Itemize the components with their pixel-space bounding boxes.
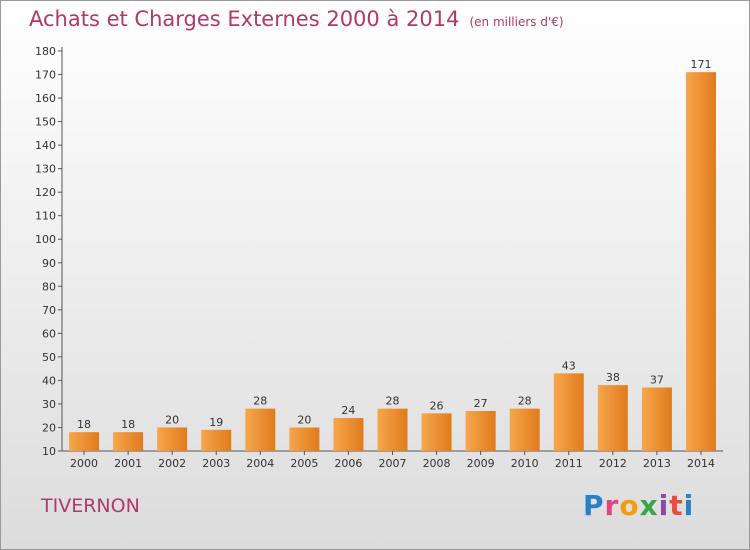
y-tick-label: 60 bbox=[42, 327, 56, 340]
y-tick-label: 110 bbox=[35, 210, 56, 223]
x-tick-label-2001: 2001 bbox=[114, 457, 142, 470]
x-tick-label-2008: 2008 bbox=[423, 457, 451, 470]
y-tick-label: 50 bbox=[42, 351, 56, 364]
chart-title-text: Achats et Charges Externes 2000 à 2014 bbox=[29, 7, 460, 31]
logo-letter: i bbox=[658, 489, 670, 522]
bar-2010 bbox=[509, 408, 540, 451]
bar-2003 bbox=[201, 429, 232, 451]
data-label-2010: 28 bbox=[518, 395, 532, 408]
data-label-2013: 37 bbox=[650, 373, 664, 386]
y-tick-label: 10 bbox=[42, 445, 56, 458]
bar-2006 bbox=[333, 418, 364, 451]
bar-2007 bbox=[377, 408, 408, 451]
y-tick-label: 140 bbox=[35, 139, 56, 152]
y-tick-label: 170 bbox=[35, 69, 56, 82]
x-tick-label-2003: 2003 bbox=[202, 457, 230, 470]
x-tick-label-2005: 2005 bbox=[290, 457, 318, 470]
bar-2000 bbox=[69, 432, 100, 451]
bar-2013 bbox=[641, 387, 672, 451]
logo-letter: t bbox=[669, 489, 684, 522]
y-tick-label: 20 bbox=[42, 421, 56, 434]
x-tick-label-2006: 2006 bbox=[334, 457, 362, 470]
chart-bars: 18 18 20 19 28 20 24 28 26 27 28 43 38 37 171 bbox=[69, 58, 716, 452]
data-label-2007: 28 bbox=[386, 395, 400, 408]
chart-axes: 10 20 30 40 50 60 70 80 90 100 110 120 130 140 150 160 1… bbox=[35, 45, 723, 470]
data-label-2012: 38 bbox=[606, 371, 620, 384]
bar-2001 bbox=[113, 432, 144, 451]
bar-2008 bbox=[421, 413, 452, 451]
chart-title: Achats et Charges Externes 2000 à 2014 (e… bbox=[29, 7, 564, 31]
data-label-2004: 28 bbox=[253, 395, 267, 408]
data-label-2006: 24 bbox=[341, 404, 355, 417]
city-name: TIVERNON bbox=[41, 495, 140, 517]
y-tick-label: 130 bbox=[35, 163, 56, 176]
bar-2014 bbox=[685, 72, 716, 452]
x-tick-label-2000: 2000 bbox=[70, 457, 98, 470]
x-tick-label-2010: 2010 bbox=[511, 457, 539, 470]
bar-2011 bbox=[553, 373, 584, 451]
y-tick-label: 80 bbox=[42, 280, 56, 293]
data-label-2005: 20 bbox=[297, 413, 311, 426]
logo-letter: P bbox=[583, 489, 605, 522]
x-tick-label-2002: 2002 bbox=[158, 457, 186, 470]
x-tick-label-2014: 2014 bbox=[687, 457, 715, 470]
bar-2002 bbox=[157, 427, 188, 451]
y-tick-label: 30 bbox=[42, 398, 56, 411]
x-tick-label-2013: 2013 bbox=[643, 457, 671, 470]
bar-2009 bbox=[465, 411, 496, 451]
x-tick-label-2011: 2011 bbox=[555, 457, 583, 470]
logo-letter: i bbox=[683, 489, 695, 522]
chart-unit: (en milliers d'€) bbox=[469, 15, 564, 29]
logo-letter: o bbox=[619, 489, 640, 522]
y-tick-label: 160 bbox=[35, 92, 56, 105]
data-label-2000: 18 bbox=[77, 418, 91, 431]
y-tick-label: 40 bbox=[42, 374, 56, 387]
data-label-2003: 19 bbox=[209, 416, 223, 429]
y-tick-label: 180 bbox=[35, 45, 56, 58]
x-tick-label-2012: 2012 bbox=[599, 457, 627, 470]
y-tick-label: 100 bbox=[35, 233, 56, 246]
bar-2004 bbox=[245, 408, 276, 451]
data-label-2001: 18 bbox=[121, 418, 135, 431]
bar-2012 bbox=[597, 385, 628, 451]
x-tick-label-2007: 2007 bbox=[379, 457, 407, 470]
bar-2005 bbox=[289, 427, 320, 451]
data-label-2008: 26 bbox=[430, 399, 444, 412]
y-tick-label: 90 bbox=[42, 257, 56, 270]
logo-letter: x bbox=[639, 489, 659, 522]
y-tick-label: 120 bbox=[35, 186, 56, 199]
y-tick-label: 70 bbox=[42, 304, 56, 317]
data-label-2002: 20 bbox=[165, 413, 179, 426]
x-tick-label-2009: 2009 bbox=[467, 457, 495, 470]
data-label-2014: 171 bbox=[690, 58, 711, 71]
proxiti-logo[interactable]: Proxiti bbox=[583, 489, 694, 522]
logo-letter: r bbox=[604, 489, 620, 522]
data-label-2011: 43 bbox=[562, 359, 576, 372]
x-tick-label-2004: 2004 bbox=[246, 457, 274, 470]
data-label-2009: 27 bbox=[474, 397, 488, 410]
y-tick-label: 150 bbox=[35, 116, 56, 129]
